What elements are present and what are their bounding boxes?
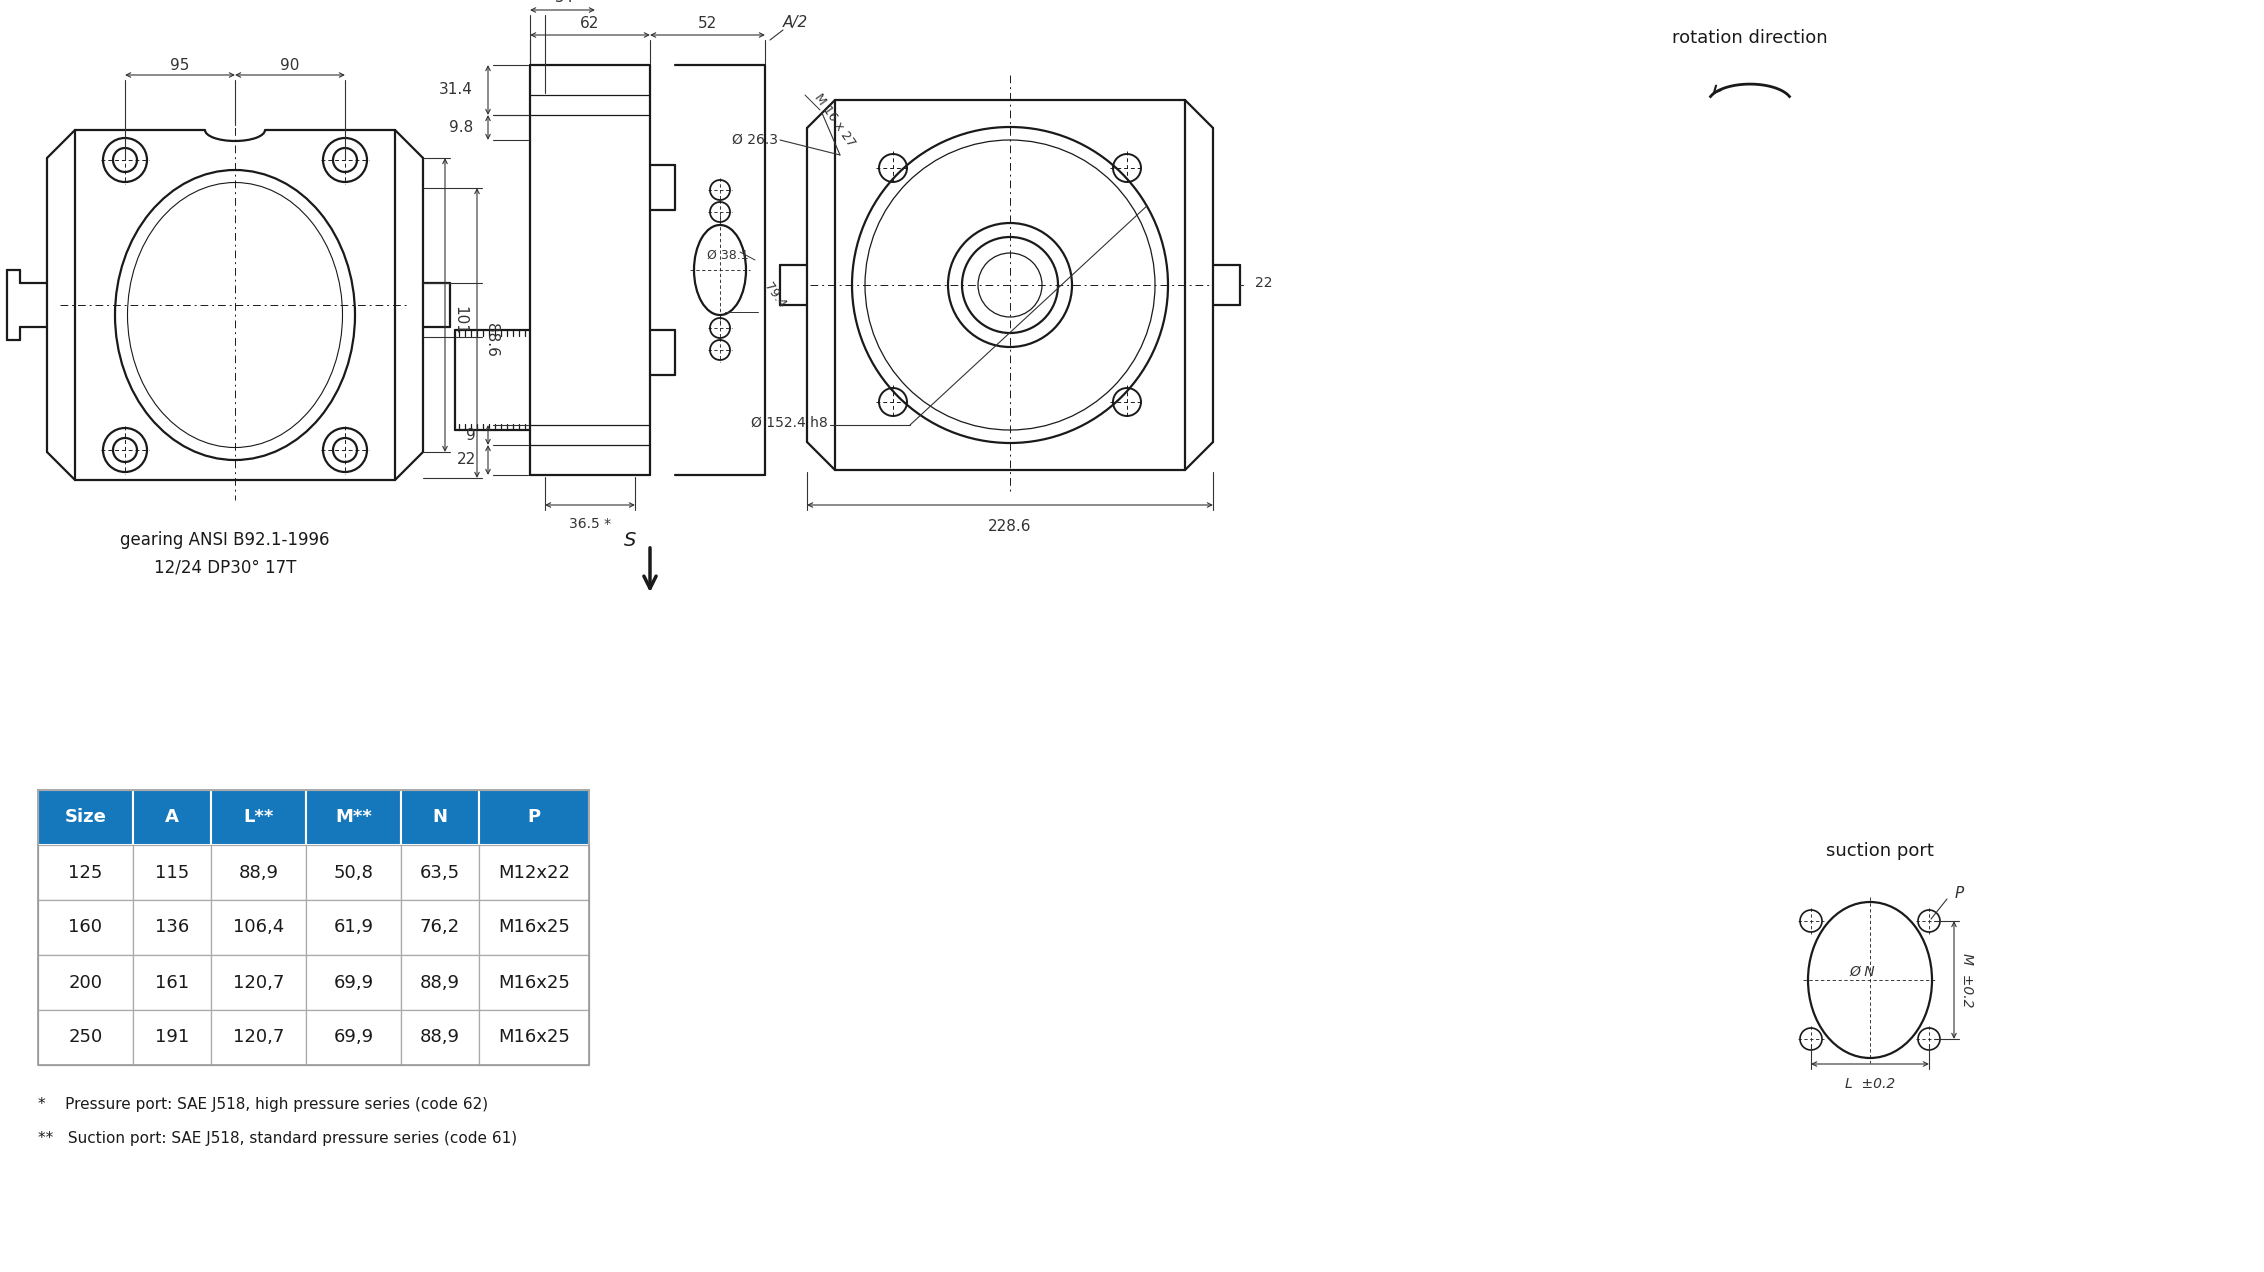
- Bar: [401, 901, 480, 955]
- Text: Ø 38.1: Ø 38.1: [706, 248, 749, 262]
- Text: 88.6: 88.6: [484, 323, 500, 357]
- Text: 136: 136: [154, 918, 190, 936]
- Bar: [306, 845, 401, 901]
- Text: 9: 9: [466, 427, 475, 443]
- Text: 95: 95: [170, 57, 190, 73]
- Text: 22: 22: [457, 453, 475, 468]
- Bar: [211, 790, 306, 845]
- Text: N: N: [432, 809, 448, 827]
- Text: M 16 x 27: M 16 x 27: [813, 92, 858, 149]
- Bar: [38, 790, 134, 845]
- Text: S: S: [625, 530, 636, 550]
- Text: 101: 101: [453, 305, 466, 335]
- Text: 12/24 DP30° 17T: 12/24 DP30° 17T: [154, 558, 297, 577]
- Text: gearing ANSI B92.1-1996: gearing ANSI B92.1-1996: [120, 530, 331, 550]
- Text: suction port: suction port: [1827, 842, 1933, 860]
- Bar: [306, 901, 401, 955]
- Text: 22: 22: [1254, 276, 1272, 290]
- Bar: [134, 790, 211, 845]
- Text: 62: 62: [580, 15, 600, 31]
- Bar: [480, 955, 589, 1010]
- Text: M16x25: M16x25: [498, 973, 571, 991]
- Bar: [306, 955, 401, 1010]
- Bar: [401, 790, 480, 845]
- Bar: [134, 1010, 211, 1065]
- Text: 36.5 *: 36.5 *: [568, 516, 611, 530]
- Text: *    Pressure port: SAE J518, high pressure series (code 62): * Pressure port: SAE J518, high pressure…: [38, 1096, 489, 1112]
- Bar: [38, 955, 134, 1010]
- Text: 88,9: 88,9: [421, 973, 460, 991]
- Text: 191: 191: [154, 1029, 190, 1047]
- Text: L  ±0.2: L ±0.2: [1845, 1077, 1895, 1091]
- Text: 125: 125: [68, 864, 102, 881]
- Bar: [480, 901, 589, 955]
- Text: 120,7: 120,7: [233, 1029, 285, 1047]
- Text: **   Suction port: SAE J518, standard pressure series (code 61): ** Suction port: SAE J518, standard pres…: [38, 1131, 516, 1146]
- Text: M16x25: M16x25: [498, 1029, 571, 1047]
- Bar: [38, 790, 589, 1065]
- Bar: [306, 1010, 401, 1065]
- Text: A: A: [165, 809, 179, 827]
- Text: M**: M**: [335, 809, 371, 827]
- Text: 69,9: 69,9: [333, 1029, 374, 1047]
- Bar: [211, 901, 306, 955]
- Text: 115: 115: [154, 864, 190, 881]
- Text: Ø N: Ø N: [1850, 965, 1875, 979]
- Text: 120,7: 120,7: [233, 973, 285, 991]
- Text: P: P: [1954, 885, 1963, 901]
- Bar: [480, 790, 589, 845]
- Bar: [38, 901, 134, 955]
- Bar: [211, 845, 306, 901]
- Text: 61,9: 61,9: [333, 918, 374, 936]
- Text: 228.6: 228.6: [989, 519, 1032, 534]
- Text: M  ±0.2: M ±0.2: [1961, 953, 1974, 1007]
- Text: rotation direction: rotation direction: [1673, 29, 1827, 47]
- Text: 160: 160: [68, 918, 102, 936]
- Text: 50,8: 50,8: [333, 864, 374, 881]
- Text: 54: 54: [555, 0, 575, 5]
- Text: 200: 200: [68, 973, 102, 991]
- Text: Ø 152.4 h8: Ø 152.4 h8: [752, 416, 829, 430]
- Bar: [211, 955, 306, 1010]
- Text: 76,2: 76,2: [419, 918, 460, 936]
- Bar: [38, 1010, 134, 1065]
- Text: 52: 52: [697, 15, 718, 31]
- Bar: [306, 790, 401, 845]
- Text: M16x25: M16x25: [498, 918, 571, 936]
- Bar: [134, 901, 211, 955]
- Bar: [134, 955, 211, 1010]
- Text: M12x22: M12x22: [498, 864, 571, 881]
- Text: Ø 26.3: Ø 26.3: [731, 134, 779, 148]
- Text: 79.4: 79.4: [761, 280, 788, 310]
- Text: 69,9: 69,9: [333, 973, 374, 991]
- Text: 88,9: 88,9: [421, 1029, 460, 1047]
- Text: 9.8: 9.8: [448, 120, 473, 135]
- Text: L**: L**: [242, 809, 274, 827]
- Bar: [401, 955, 480, 1010]
- Text: 250: 250: [68, 1029, 102, 1047]
- Text: 88,9: 88,9: [238, 864, 278, 881]
- Text: P: P: [528, 809, 541, 827]
- Bar: [401, 1010, 480, 1065]
- Bar: [134, 845, 211, 901]
- Bar: [211, 1010, 306, 1065]
- Bar: [480, 1010, 589, 1065]
- Text: 90: 90: [281, 57, 299, 73]
- Text: Size: Size: [66, 809, 106, 827]
- Bar: [401, 845, 480, 901]
- Text: 31.4: 31.4: [439, 83, 473, 98]
- Text: A/2: A/2: [783, 15, 808, 31]
- Text: 161: 161: [154, 973, 190, 991]
- Bar: [480, 845, 589, 901]
- Bar: [38, 845, 134, 901]
- Text: 106,4: 106,4: [233, 918, 283, 936]
- Text: 63,5: 63,5: [419, 864, 460, 881]
